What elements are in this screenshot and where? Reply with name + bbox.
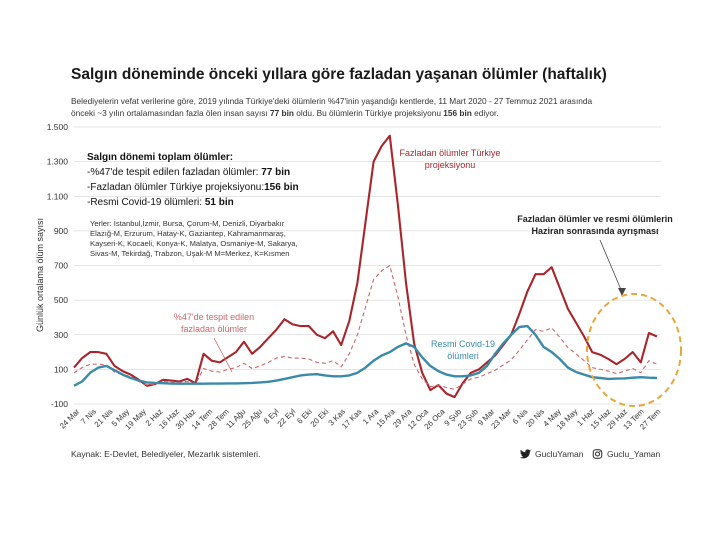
y-tick-label: -100 [51,399,68,409]
places-line-2: Elazığ-M, Erzurum, Hatay-K, Gaziantep, K… [90,229,286,238]
x-tick-label: 20 Nis [524,407,546,429]
annotation-covid-2: ölümleri [447,351,479,361]
y-tick-label: 500 [54,295,68,305]
twitter-handle: GucluYaman [520,449,584,459]
places-line-4: Sivas-M, Tekirdağ, Trabzon, Uşak-M M=Mer… [90,249,289,258]
subtitle-line-2: önceki ~3 yılın ortalamasından fazla öle… [71,107,671,119]
subtitle-text-c: oldu. Bu ölümlerin Türkiye projeksiyonu [294,108,444,118]
annotation-excess47-1: %47'de tespit edilen [174,312,254,322]
x-tick-label: 24 Mar [58,407,82,431]
subtitle-text-e: ediyor. [471,108,499,118]
y-tick-label: 700 [54,261,68,271]
places-line-1: Yerler: İstanbul,İzmir, Bursa, Çorum-M, … [90,219,285,228]
summary-heading: Salgın dönemi toplam ölümler: [87,152,233,163]
y-axis-label: Günlük ortalama ölüm sayısı [35,218,45,332]
series-turkey-projection [73,134,658,399]
subtitle: Belediyelerin vefat verilerine göre, 201… [71,95,671,119]
series-lines [73,134,658,399]
annotation-divergence-pointer [599,239,623,293]
subtitle-value-156: 156 bin [443,108,472,118]
summary-line-3: -Resmi Covid-19 ölümleri: 51 bin [87,197,234,208]
twitter-icon [520,449,531,459]
page-title: Salgın döneminde önceki yıllara göre faz… [71,66,607,83]
y-tick-label: 300 [54,330,68,340]
y-tick-label: 100 [54,364,68,374]
annotation-divergence-1: Fazladan ölümler ve resmi ölümlerin [517,214,673,224]
instagram-handle-text: Guclu_Yaman [607,449,661,459]
y-tick-labels: -100 100 300 500 700 900 1.100 1.300 1.500 [47,122,69,409]
annotation-turkey-2: projeksiyonu [425,160,476,170]
annotation-turkey-1: Fazladan ölümler Türkiye [400,148,501,158]
annotation-excess47-2: fazladan ölümler [181,324,247,334]
summary-line-1: -%47'de tespit edilen fazladan ölümler: … [87,167,290,178]
instagram-handle: Guclu_Yaman [592,449,660,459]
series-official-covid [73,324,658,387]
summary-line-2: -Fazladan ölümler Türkiye projeksiyonu:1… [87,182,299,193]
x-tick-label: 21 Nis [93,407,115,429]
x-tick-label: 22 Eyl [276,407,298,429]
annotation-covid-1: Resmi Covid-19 [431,339,495,349]
x-tick-label: 20 Eki [309,407,331,429]
source-note: Kaynak: E-Devlet, Belediyeler, Mezarlık … [71,449,261,459]
instagram-icon [592,449,603,459]
places-line-3: Kayseri-K, Kocaeli, Konya-K, Malatya, Os… [90,239,298,248]
twitter-handle-text: GucluYaman [535,449,584,459]
y-tick-label: 1.100 [47,191,69,201]
annotation-arrowhead [618,288,626,296]
subtitle-text-a: önceki ~3 yılın ortalamasından fazla öle… [71,108,271,118]
divergence-circle [586,293,682,407]
gridlines [74,126,661,405]
annotation-divergence-2: Haziran sonrasında ayrışması [531,226,658,236]
subtitle-line-1: Belediyelerin vefat verilerine göre, 201… [71,96,593,106]
y-tick-label: 900 [54,226,68,236]
subtitle-value-77: 77 bin [270,108,294,118]
series-excess-47 [73,264,658,390]
y-tick-label: 1.500 [47,122,69,132]
annotation-excess47-pointer [213,337,233,373]
y-tick-label: 1.300 [47,157,69,167]
